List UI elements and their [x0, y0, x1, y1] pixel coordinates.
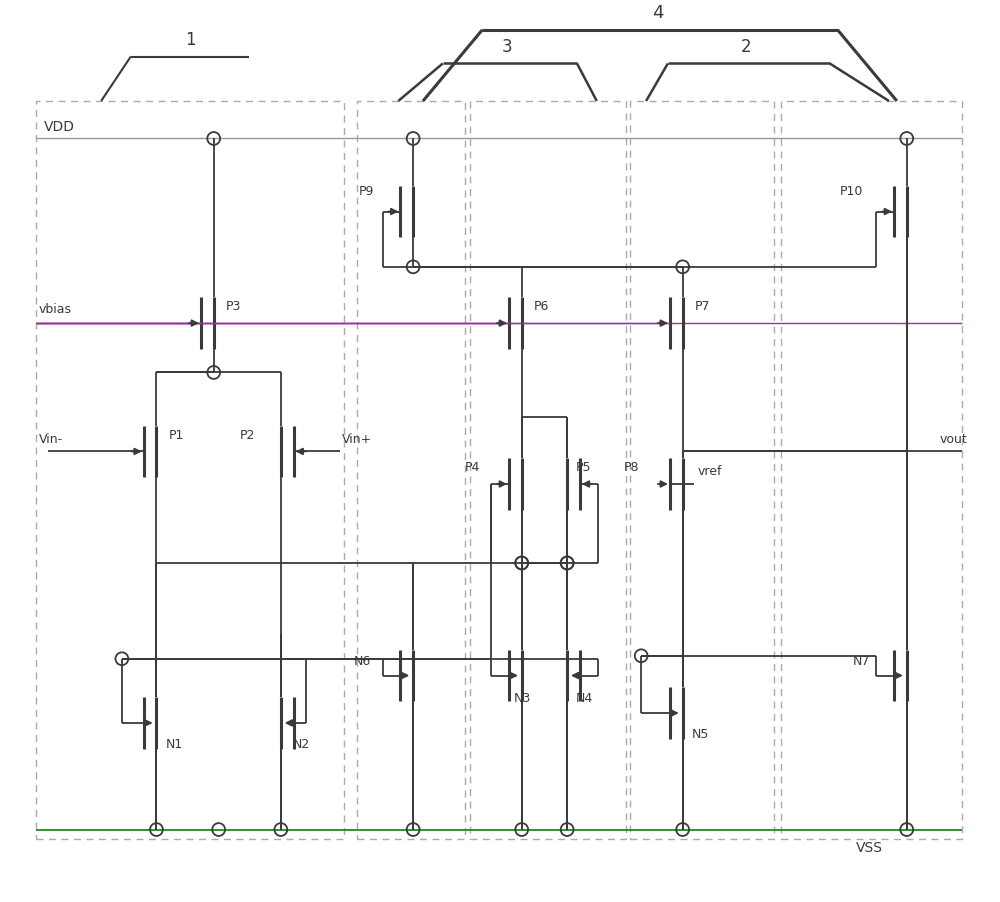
Text: Vin-: Vin-	[39, 432, 63, 446]
Text: 1: 1	[185, 31, 196, 49]
Text: vref: vref	[697, 465, 722, 478]
Text: P5: P5	[576, 461, 592, 474]
Text: N7: N7	[852, 655, 870, 667]
Text: N1: N1	[165, 738, 183, 750]
Text: N6: N6	[354, 655, 371, 667]
Text: VSS: VSS	[855, 842, 882, 855]
Text: P8: P8	[623, 461, 639, 474]
Bar	[781, 101, 962, 840]
Text: P6: P6	[534, 300, 549, 313]
Text: N5: N5	[692, 728, 709, 741]
Text: 3: 3	[502, 38, 513, 56]
Text: P10: P10	[840, 185, 863, 198]
Text: 4: 4	[652, 4, 664, 22]
Text: Vin+: Vin+	[342, 432, 372, 446]
Text: P4: P4	[464, 461, 480, 474]
Text: P1: P1	[168, 428, 184, 442]
Text: N3: N3	[514, 692, 531, 705]
Text: P2: P2	[239, 428, 255, 442]
Bar	[630, 101, 774, 840]
Text: N2: N2	[293, 738, 310, 750]
Text: vbias: vbias	[39, 303, 72, 317]
Text: N4: N4	[576, 692, 593, 705]
Text: P9: P9	[359, 185, 374, 198]
Bar	[470, 101, 626, 840]
Text: P3: P3	[226, 300, 241, 313]
Bar	[36, 101, 344, 840]
Text: P7: P7	[694, 300, 710, 313]
Bar	[357, 101, 465, 840]
Text: 2: 2	[741, 38, 752, 56]
Text: vout: vout	[939, 432, 967, 446]
Text: VDD: VDD	[44, 120, 75, 133]
